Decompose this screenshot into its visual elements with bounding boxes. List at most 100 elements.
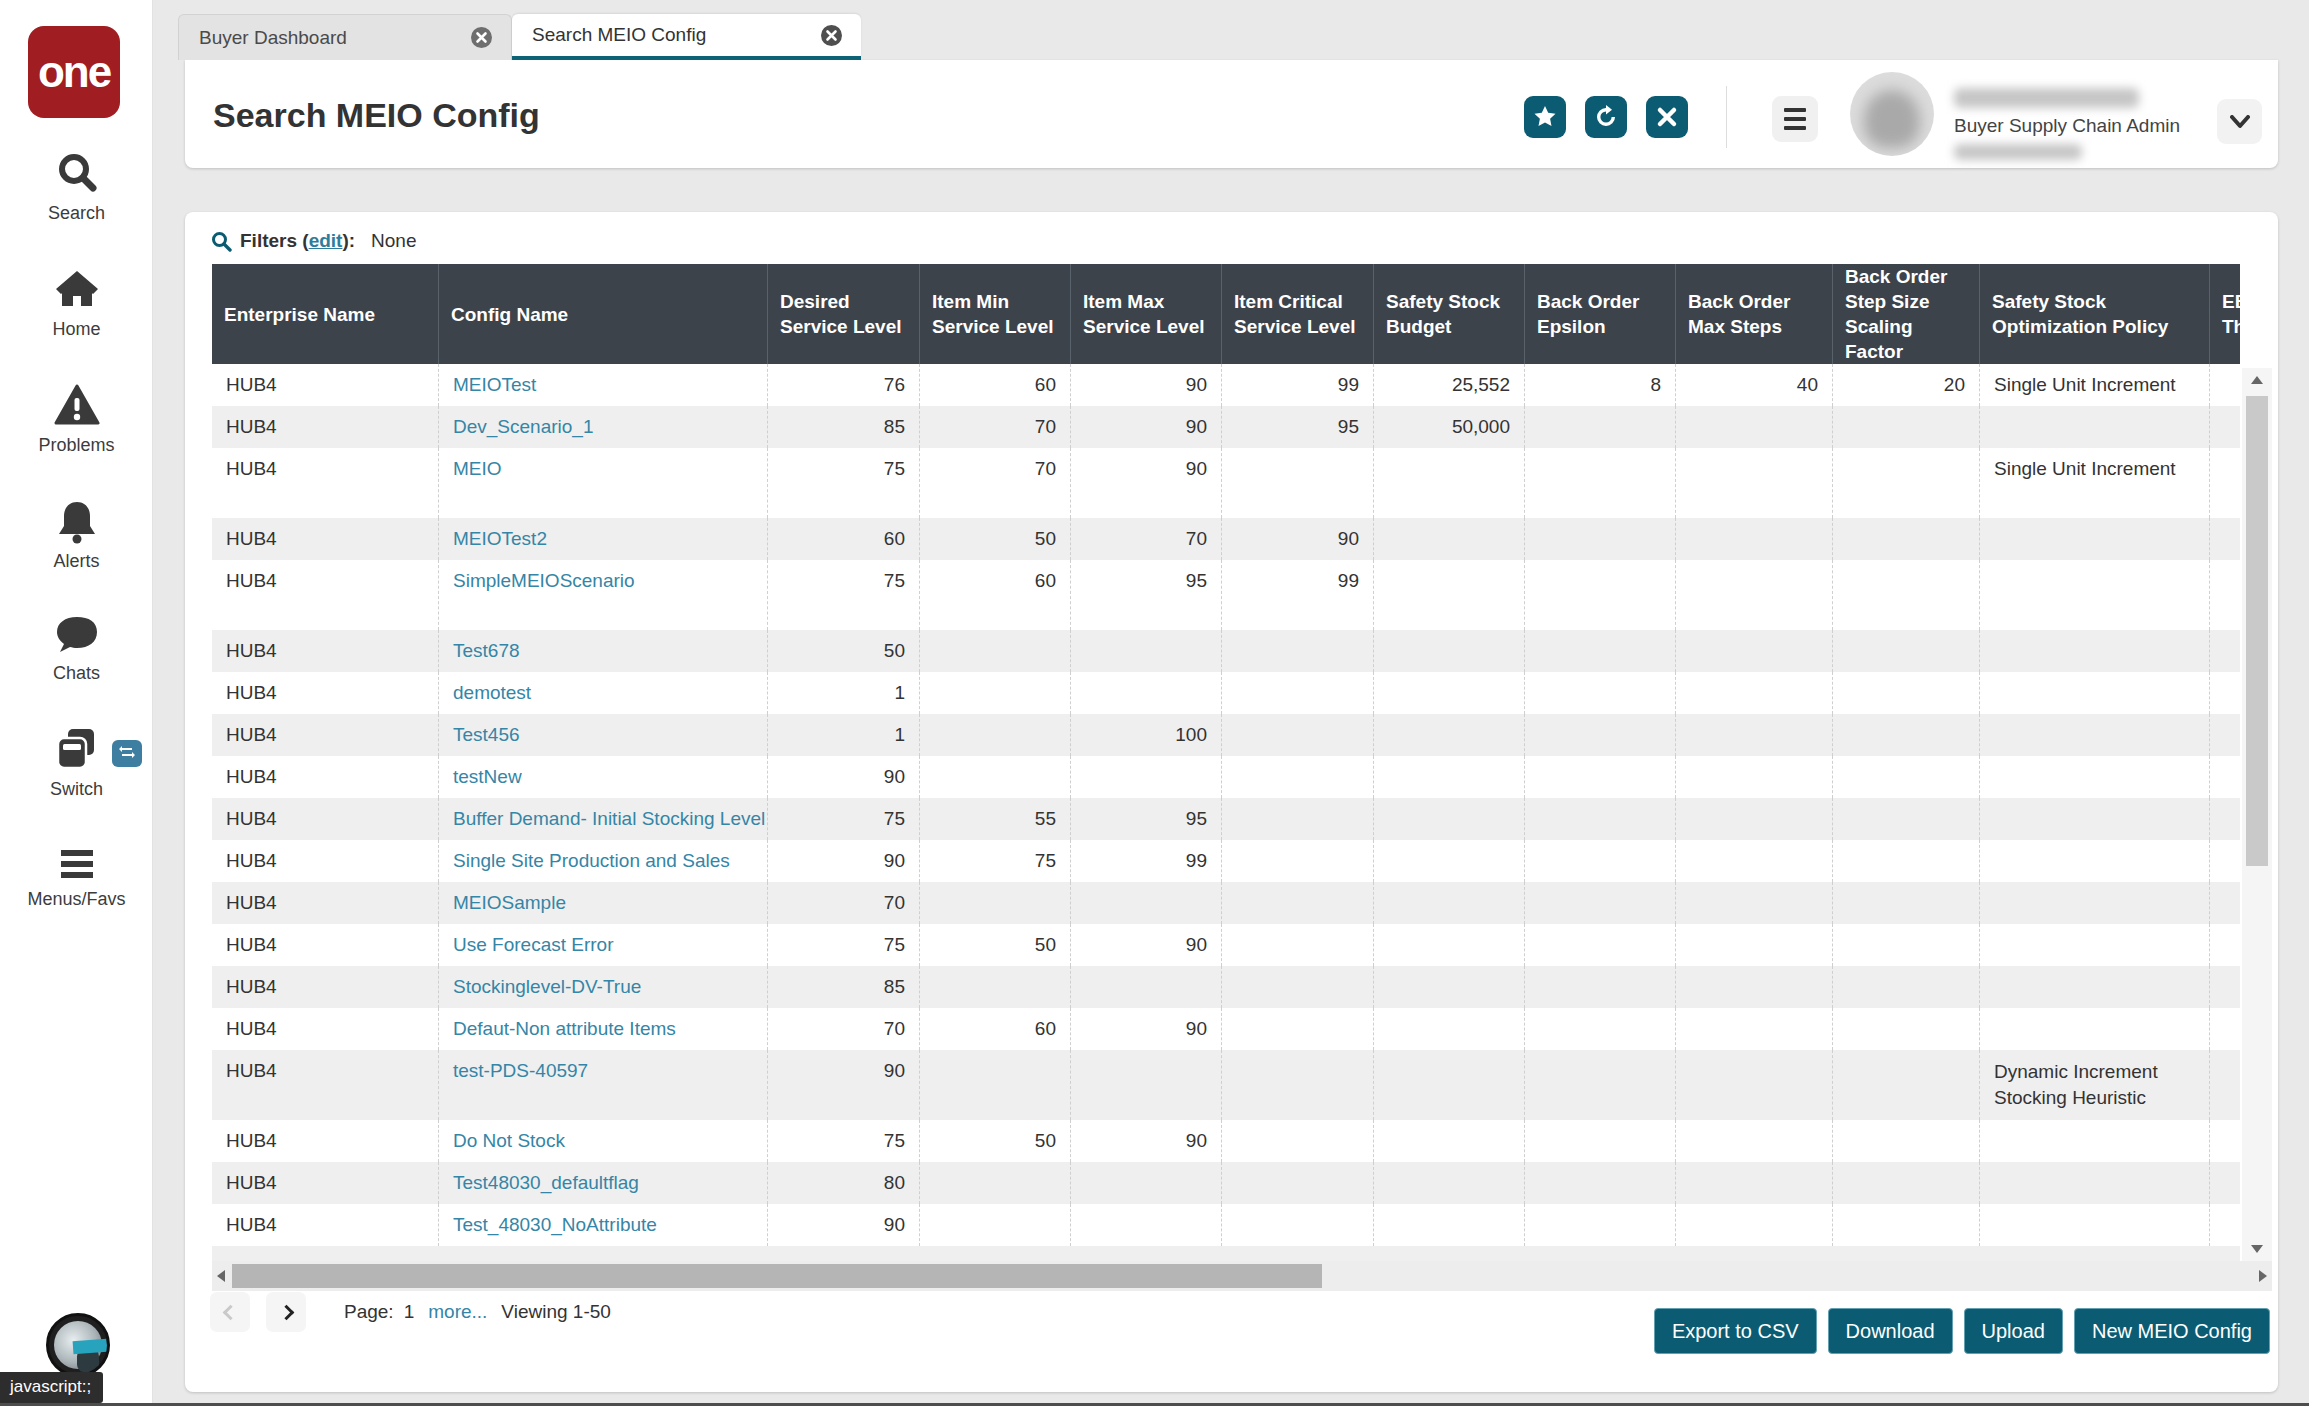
config-link[interactable]: Single Site Production and Sales [453, 850, 730, 871]
assistant-avatar[interactable] [46, 1313, 110, 1377]
scroll-right-icon[interactable] [2259, 1270, 2267, 1282]
sidebar-item-problems[interactable]: Problems [0, 382, 153, 456]
col-safety-stock-optimization-policy[interactable]: Safety Stock Optimization Policy [1979, 264, 2209, 364]
scroll-left-icon[interactable] [217, 1270, 225, 1282]
horizontal-scrollbar-thumb[interactable] [232, 1264, 1322, 1288]
tab-close-icon[interactable] [820, 24, 843, 47]
refresh-button[interactable] [1585, 96, 1627, 138]
config-link[interactable]: MEIOSample [453, 892, 566, 913]
col-back-order-epsilon[interactable]: Back Order Epsilon [1524, 264, 1675, 364]
table-row[interactable]: HUB4MEIOTest7660909925,55284020Single Un… [212, 364, 2240, 406]
table-row[interactable]: HUB4Dev_Scenario_18570909550,000 [212, 406, 2240, 448]
config-link[interactable]: test-PDS-40597 [453, 1060, 588, 1081]
sidebar-item-menus-favs[interactable]: Menus/Favs [0, 846, 153, 910]
tab-label: Search MEIO Config [532, 24, 706, 46]
cell-value [1832, 966, 1979, 1008]
sidebar-item-search[interactable]: Search [0, 150, 153, 224]
config-link[interactable]: Dev_Scenario_1 [453, 416, 593, 437]
table-row[interactable]: HUB4Do Not Stock755090 [212, 1120, 2240, 1162]
table-row[interactable]: HUB4Use Forecast Error755090 [212, 924, 2240, 966]
table-row[interactable]: HUB4Defaut-Non attribute Items706090 [212, 1008, 2240, 1050]
user-avatar[interactable] [1850, 72, 1934, 156]
table-row[interactable]: HUB4Stockinglevel-DV-True85 [212, 966, 2240, 1008]
table-row[interactable]: HUB4MEIOSample70 [212, 882, 2240, 924]
one-network-logo[interactable]: one [28, 26, 120, 118]
config-link[interactable]: demotest [453, 682, 531, 703]
config-link[interactable]: Use Forecast Error [453, 934, 613, 955]
filters-edit-link[interactable]: edit [309, 230, 343, 252]
table-row[interactable]: HUB4test-PDS-4059790Dynamic Increment St… [212, 1050, 2240, 1120]
user-menu-button[interactable] [2217, 99, 2262, 144]
cell-config-name: Stockinglevel-DV-True [438, 966, 767, 1008]
table-row[interactable]: HUB4SimpleMEIOScenario75609599 [212, 560, 2240, 630]
config-link[interactable]: Do Not Stock [453, 1130, 565, 1151]
table-row[interactable]: HUB4Buffer Demand- Initial Stocking Leve… [212, 798, 2240, 840]
config-link[interactable]: Defaut-Non attribute Items [453, 1018, 676, 1039]
config-link[interactable]: Stockinglevel-DV-True [453, 976, 641, 997]
switch-version-badge[interactable] [112, 740, 142, 767]
tab-buyer-dashboard[interactable]: Buyer Dashboard [178, 14, 512, 60]
scroll-down-icon[interactable] [2251, 1245, 2263, 1253]
col-desired-service-level[interactable]: Desired Service Level [767, 264, 919, 364]
sidebar-item-alerts[interactable]: Alerts [0, 498, 153, 572]
col-back-order-step-size-scaling-factor[interactable]: Back Order Step Size Scaling Factor [1832, 264, 1979, 364]
config-link[interactable]: MEIOTest2 [453, 528, 547, 549]
config-link[interactable]: MEIOTest [453, 374, 536, 395]
config-link[interactable]: testNew [453, 766, 522, 787]
config-link[interactable]: Test678 [453, 640, 520, 661]
table-row[interactable] [212, 1246, 2240, 1261]
page-number[interactable]: 1 [404, 1301, 415, 1323]
vertical-scrollbar[interactable] [2242, 368, 2272, 1261]
favorite-button[interactable] [1524, 96, 1566, 138]
config-link[interactable]: SimpleMEIOScenario [453, 570, 635, 591]
more-pages-link[interactable]: more... [428, 1301, 487, 1323]
cell-policy: Single Unit Increment [1979, 448, 2209, 518]
config-link[interactable]: Test_48030_NoAttribute [453, 1214, 657, 1235]
cell-value [1675, 1162, 1832, 1204]
config-link[interactable]: Test456 [453, 724, 520, 745]
table-row[interactable]: HUB4testNew90 [212, 756, 2240, 798]
user-name-redacted [1954, 88, 2139, 108]
vertical-scrollbar-thumb[interactable] [2246, 396, 2268, 866]
config-link[interactable]: Buffer Demand- Initial Stocking Level [453, 808, 765, 829]
table-row[interactable]: HUB4demotest1 [212, 672, 2240, 714]
col-item-max-service-level[interactable]: Item Max Service Level [1070, 264, 1221, 364]
prev-page-button[interactable] [210, 1292, 250, 1332]
export-to-csv-button[interactable]: Export to CSV [1654, 1308, 1817, 1354]
table-row[interactable]: HUB4MEIOTest260507090 [212, 518, 2240, 560]
table-row[interactable]: HUB4MEIO757090Single Unit Increment [212, 448, 2240, 518]
close-page-button[interactable] [1646, 96, 1688, 138]
tab-search-meio-config[interactable]: Search MEIO Config [512, 14, 861, 60]
global-menu-button[interactable] [1772, 96, 1818, 142]
col-item-critical-service-level[interactable]: Item Critical Service Level [1221, 264, 1373, 364]
col-item-min-service-level[interactable]: Item Min Service Level [919, 264, 1070, 364]
cell-config-name: MEIOTest2 [438, 518, 767, 560]
table-row[interactable]: HUB4Test67850 [212, 630, 2240, 672]
sidebar-item-chats[interactable]: Chats [0, 614, 153, 684]
table-row[interactable]: HUB4Test4561100 [212, 714, 2240, 756]
cell-policy [1979, 798, 2209, 840]
table-row[interactable]: HUB4Single Site Production and Sales9075… [212, 840, 2240, 882]
config-link[interactable]: MEIO [453, 458, 502, 479]
col-ebo-threshold[interactable]: EBO MThresh [2209, 264, 2240, 364]
col-config-name[interactable]: Config Name [438, 264, 767, 364]
col-enterprise-name[interactable]: Enterprise Name [212, 264, 438, 364]
table-row[interactable]: HUB4Test48030_defaultflag80 [212, 1162, 2240, 1204]
cell-config-name: Test678 [438, 630, 767, 672]
next-page-button[interactable] [266, 1292, 306, 1332]
cell-value: 80 [767, 1162, 919, 1204]
cell-value [1524, 630, 1675, 672]
upload-button[interactable]: Upload [1964, 1308, 2063, 1354]
scroll-up-icon[interactable] [2251, 376, 2263, 384]
sidebar-item-home[interactable]: Home [0, 266, 153, 340]
config-link[interactable]: Test48030_defaultflag [453, 1172, 639, 1193]
cell-value [1524, 1204, 1675, 1246]
download-button[interactable]: Download [1828, 1308, 1953, 1354]
col-safety-stock-budget[interactable]: Safety Stock Budget [1373, 264, 1524, 364]
tab-close-icon[interactable] [470, 26, 493, 49]
col-back-order-max-steps[interactable]: Back Order Max Steps [1675, 264, 1832, 364]
table-row[interactable]: HUB4Test_48030_NoAttribute90 [212, 1204, 2240, 1246]
cell-value [1221, 630, 1373, 672]
new-meio-config-button[interactable]: New MEIO Config [2074, 1308, 2270, 1354]
horizontal-scrollbar[interactable] [212, 1261, 2272, 1291]
